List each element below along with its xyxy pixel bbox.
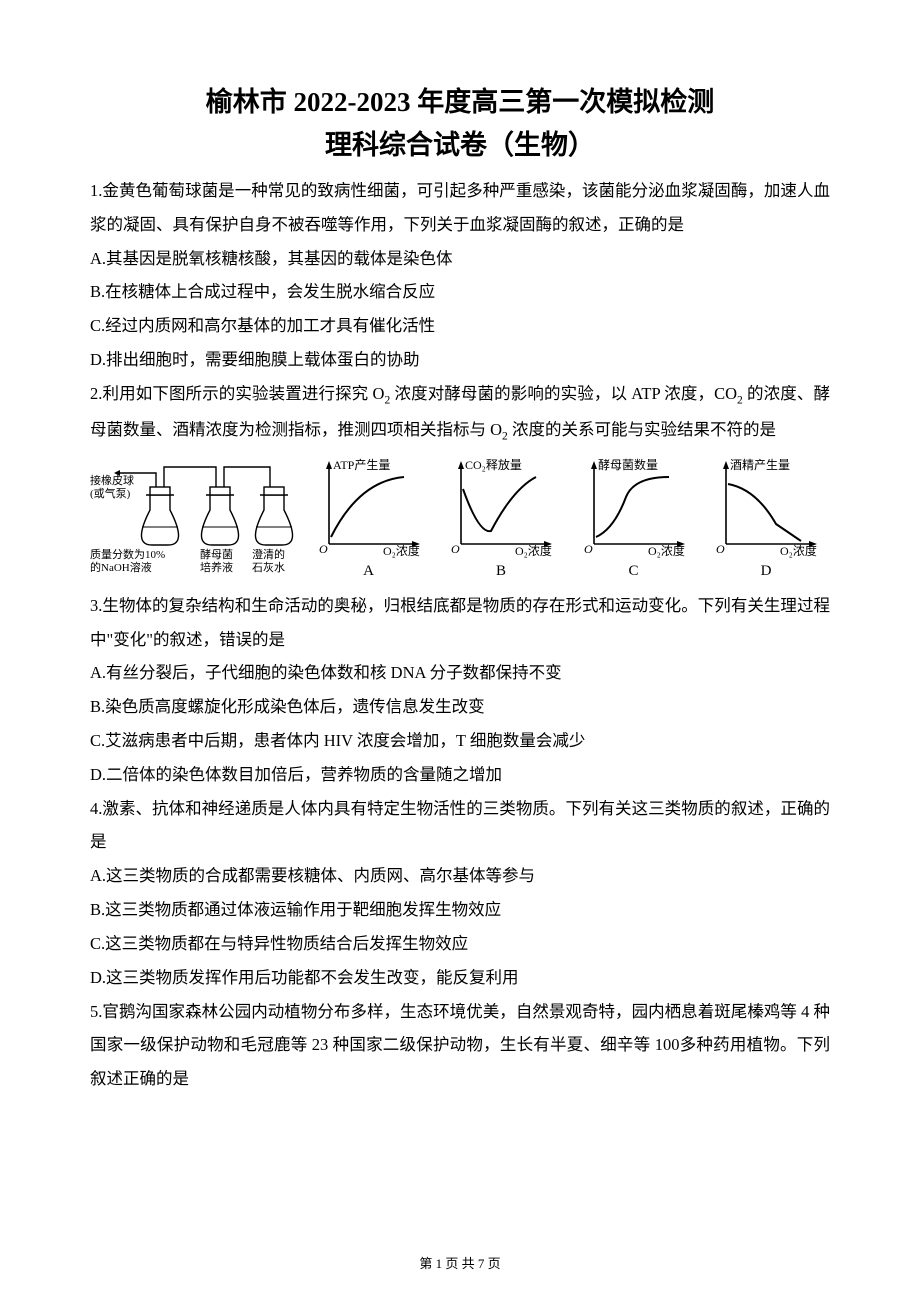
- chart-b-xlabel: O₂浓度: [515, 543, 552, 558]
- q1-option-b: B.在核糖体上合成过程中，会发生脱水缩合反应: [90, 275, 830, 309]
- q3-option-c: C.艾滋病患者中后期，患者体内 HIV 浓度会增加，T 细胞数量会减少: [90, 724, 830, 758]
- chart-a-letter: A: [363, 563, 374, 580]
- chart-b-curve: [463, 477, 536, 531]
- apparatus-label-pump-1: 接橡皮球: [90, 475, 134, 488]
- q4-option-c: C.这三类物质都在与特异性物质结合后发挥生物效应: [90, 927, 830, 961]
- q3-option-d: D.二倍体的染色体数目加倍后，营养物质的含量随之增加: [90, 758, 830, 792]
- apparatus-label-pump-2: (或气泵): [90, 488, 130, 501]
- chart-a: ATP产生量 O₂浓度 O A: [305, 455, 433, 585]
- q3-stem: 3.生物体的复杂结构和生命活动的奥秘，归根结底都是物质的存在形式和运动变化。下列…: [90, 589, 830, 657]
- chart-b: CO₂释放量 O₂浓度 O B: [437, 455, 565, 585]
- chart-d-letter: D: [761, 563, 772, 580]
- chart-c-ylabel: 酵母菌数量: [598, 457, 658, 472]
- q4-option-b: B.这三类物质都通过体液运输作用于靶细胞发挥生物效应: [90, 893, 830, 927]
- q2-stem-p1: 2.利用如下图所示的实验装置进行探究 O: [90, 384, 384, 403]
- apparatus-label-naoh-2: 的NaOH溶液: [90, 562, 152, 575]
- q1-option-c: C.经过内质网和高尔基体的加工才具有催化活性: [90, 309, 830, 343]
- chart-b-origin: O: [451, 542, 460, 556]
- chart-c: 酵母菌数量 O₂浓度 O C: [570, 455, 698, 585]
- q1-option-a: A.其基因是脱氧核糖核酸，其基因的载体是染色体: [90, 242, 830, 276]
- chart-a-curve: [331, 477, 404, 537]
- chart-a-svg: ATP产生量 O₂浓度 O: [309, 455, 429, 563]
- q1-option-d: D.排出细胞时，需要细胞膜上载体蛋白的协助: [90, 343, 830, 377]
- q4-option-a: A.这三类物质的合成都需要核糖体、内质网、高尔基体等参与: [90, 859, 830, 893]
- chart-a-ylabel: ATP产生量: [333, 458, 390, 472]
- chart-d-xlabel: O₂浓度: [780, 543, 817, 558]
- q2-figure-row: 接橡皮球 (或气泵) 质量分数为10% 的NaOH溶液 酵母菌 培养液 澄清的 …: [90, 455, 830, 585]
- q1-stem: 1.金黄色葡萄球菌是一种常见的致病性细菌，可引起多种严重感染，该菌能分泌血浆凝固…: [90, 174, 830, 242]
- page: 榆林市 2022-2023 年度高三第一次模拟检测 理科综合试卷（生物） 1.金…: [0, 0, 920, 1302]
- chart-c-curve: [596, 477, 669, 537]
- chart-d-ylabel: 酒精产生量: [730, 458, 790, 472]
- exam-title-line-1: 榆林市 2022-2023 年度高三第一次模拟检测: [90, 80, 830, 119]
- q3-option-b: B.染色质高度螺旋化形成染色体后，遗传信息发生改变: [90, 690, 830, 724]
- chart-d: 酒精产生量 O₂浓度 O D: [702, 455, 830, 585]
- chart-c-letter: C: [628, 563, 638, 580]
- chart-d-svg: 酒精产生量 O₂浓度 O: [706, 455, 826, 563]
- chart-c-origin: O: [584, 542, 593, 556]
- page-footer: 第 1 页 共 7 页: [0, 1253, 920, 1272]
- apparatus-label-yeast-1: 酵母菌: [200, 549, 233, 562]
- apparatus-label-naoh-1: 质量分数为10%: [90, 549, 165, 562]
- exam-title-line-2: 理科综合试卷（生物）: [90, 123, 830, 162]
- chart-b-letter: B: [496, 563, 506, 580]
- chart-b-svg: CO₂释放量 O₂浓度 O: [441, 455, 561, 563]
- chart-c-xlabel: O₂浓度: [648, 543, 685, 558]
- chart-a-xlabel: O₂浓度: [383, 543, 420, 558]
- q4-option-d: D.这三类物质发挥作用后功能都不会发生改变，能反复利用: [90, 961, 830, 995]
- chart-a-origin: O: [319, 542, 328, 556]
- q4-stem: 4.激素、抗体和神经递质是人体内具有特定生物活性的三类物质。下列有关这三类物质的…: [90, 792, 830, 860]
- chart-d-origin: O: [716, 542, 725, 556]
- q5-stem: 5.官鹅沟国家森林公园内动植物分布多样，生态环境优美，自然景观奇特，园内栖息着斑…: [90, 995, 830, 1096]
- chart-b-ylabel: CO₂释放量: [465, 457, 522, 472]
- apparatus-label-lime-2: 石灰水: [252, 562, 285, 575]
- chart-c-svg: 酵母菌数量 O₂浓度 O: [574, 455, 694, 563]
- apparatus-label-lime-1: 澄清的: [252, 549, 285, 562]
- q2-stem: 2.利用如下图所示的实验装置进行探究 O2 浓度对酵母菌的影响的实验，以 ATP…: [90, 377, 830, 449]
- q3-option-a: A.有丝分裂后，子代细胞的染色体数和核 DNA 分子数都保持不变: [90, 656, 830, 690]
- apparatus-diagram: 接橡皮球 (或气泵) 质量分数为10% 的NaOH溶液 酵母菌 培养液 澄清的 …: [90, 455, 300, 585]
- chart-d-curve: [728, 484, 801, 541]
- q2-stem-p4: 浓度的关系可能与实验结果不符的是: [508, 420, 776, 439]
- apparatus-label-yeast-2: 培养液: [200, 562, 233, 575]
- q2-stem-p2: 浓度对酵母菌的影响的实验，以 ATP 浓度，CO: [390, 384, 737, 403]
